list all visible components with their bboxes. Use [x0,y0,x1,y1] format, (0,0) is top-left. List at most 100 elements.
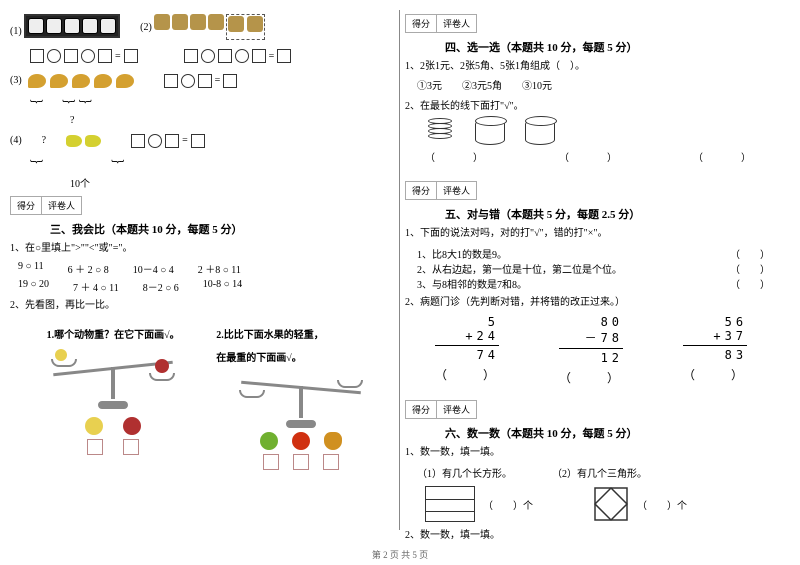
calc-a: 5 [435,315,499,329]
score-box: 得分 评卷人 [405,181,477,200]
answer-box[interactable] [87,439,103,455]
chick-icon [85,417,103,435]
s3-q2: 2、先看图，再比一比。 [10,298,385,314]
compare-item: 8－2 ○ 6 [143,279,179,294]
circle-blank[interactable] [235,49,249,63]
compare-item: 10－4 ○ 4 [133,261,174,276]
calc-line [683,345,747,346]
equals-sign: = [115,51,121,62]
square-blank[interactable] [218,49,232,63]
square-blank[interactable] [131,134,145,148]
square-blank[interactable] [191,134,205,148]
circle-blank[interactable] [81,49,95,63]
square-blank[interactable] [98,49,112,63]
section5-header: 得分 评卷人 [405,181,780,200]
q3-brace: ︸ ︸ ︸ [30,96,385,115]
s6-q2: 2、数一数，填一填。 [405,528,780,544]
cylinder-icon [475,119,505,145]
cylinder-icon [525,119,555,145]
answer-box[interactable] [123,439,139,455]
compare-row-2: 19 ○ 20 7 ＋ 4 ○ 11 8－2 ○ 6 10-8 ○ 14 [18,279,377,294]
q2-items [154,14,265,40]
square-blank[interactable] [252,49,266,63]
shape-count-row: （ ）个 （ ）个 [425,486,780,522]
tf-paren[interactable]: （ ） [730,276,770,291]
square-blank[interactable] [223,74,237,88]
square-blank[interactable] [184,49,198,63]
calc-line [435,345,499,346]
square-blank[interactable] [124,49,138,63]
balance-scale [43,349,183,409]
q4-mark: ? [42,133,46,149]
tf-row-3: 3、与8相邻的数是7和8。 （ ） [417,276,780,291]
count-blank[interactable]: （ ）个 [637,497,687,512]
q1-q2-shapes: = = [10,46,385,66]
square-blank[interactable] [30,49,44,63]
answer-box[interactable] [293,454,309,470]
item-icon [28,18,44,34]
circle-blank[interactable] [148,134,162,148]
item-icon [190,14,206,30]
q4-row: (4) ? = [10,130,385,152]
section5-title: 五、对与错（本题共 5 分，每题 2.5 分） [445,206,780,222]
q1-items [24,14,120,38]
horn-icon [66,135,82,147]
q4-label: (4) [10,133,22,149]
pan-left [239,390,265,398]
tf-paren[interactable]: （ ） [730,246,770,261]
calc-2: 80 －78 12 （ ） [559,315,623,386]
section4-header: 得分 评卷人 [405,14,780,33]
bear-icon [123,417,141,435]
score-box: 得分 评卷人 [10,196,82,215]
count-blank[interactable]: （ ）个 [483,497,533,512]
score-label: 得分 [406,15,437,32]
q3-label: (3) [10,73,22,89]
square-blank[interactable] [165,134,179,148]
circle-blank[interactable] [47,49,61,63]
reviewer-label: 评卷人 [42,197,81,214]
s3-q1: 1、在○里填上">""<"或"="。 [10,241,385,257]
square-blank[interactable] [164,74,178,88]
item-icon [46,18,62,34]
reviewer-label: 评卷人 [437,401,476,418]
section6-header: 得分 评卷人 [405,400,780,419]
calc-line [559,348,623,349]
tf-paren[interactable]: （ ） [730,261,770,276]
s4-q1-opts: ①3元 ②3元5角 ③10元 [417,79,780,95]
compare-row-1: 9 ○ 11 6 ＋ 2 ○ 8 10－4 ○ 4 2 ＋8 ○ 11 [18,261,377,276]
circle-blank[interactable] [181,74,195,88]
dotted-group [226,14,265,40]
circle-blank[interactable] [201,49,215,63]
calc-a: 56 [683,315,747,329]
calc-paren[interactable]: （ ） [683,366,747,383]
left-column: (1) (2) [0,0,395,565]
fruit-choice-row [216,432,385,450]
section4-title: 四、选一选（本题共 10 分，每题 5 分） [445,39,780,55]
reviewer-label: 评卷人 [437,182,476,199]
square-blank[interactable] [198,74,212,88]
q2-label: (2) [140,22,152,33]
calc-paren[interactable]: （ ） [435,366,499,383]
cylinder-row [425,119,780,147]
q1-equation: = [30,49,138,63]
item-icon [82,18,98,34]
s4-q2: 2、在最长的线下面打"√"。 [405,99,780,115]
tri-count: （ ）个 [593,486,687,522]
bee-icon [116,74,134,88]
pineapple-icon [324,432,342,450]
item-icon [208,14,224,30]
square-blank[interactable] [277,49,291,63]
page-footer: 第 2 页 共 5 页 [0,548,800,561]
answer-box[interactable] [263,454,279,470]
calc-paren[interactable]: （ ） [559,369,623,386]
square-blank[interactable] [64,49,78,63]
s3-sub1-block: 1.哪个动物重？在它下面画√。 [10,318,216,474]
s6-sub-labels: （1）有几个长方形。 （2）有几个三角形。 [417,465,780,480]
s3-sub2b: 在最重的下面画√。 [216,349,385,364]
calc-row: 5 +24 74 （ ） 80 －78 12 （ ） 56 +37 83 （ ） [435,315,780,386]
answer-box[interactable] [323,454,339,470]
compare-item: 9 ○ 11 [18,261,44,276]
pan-left [51,359,77,367]
q3-mark: ? [70,115,385,126]
compare-item: 19 ○ 20 [18,279,49,294]
